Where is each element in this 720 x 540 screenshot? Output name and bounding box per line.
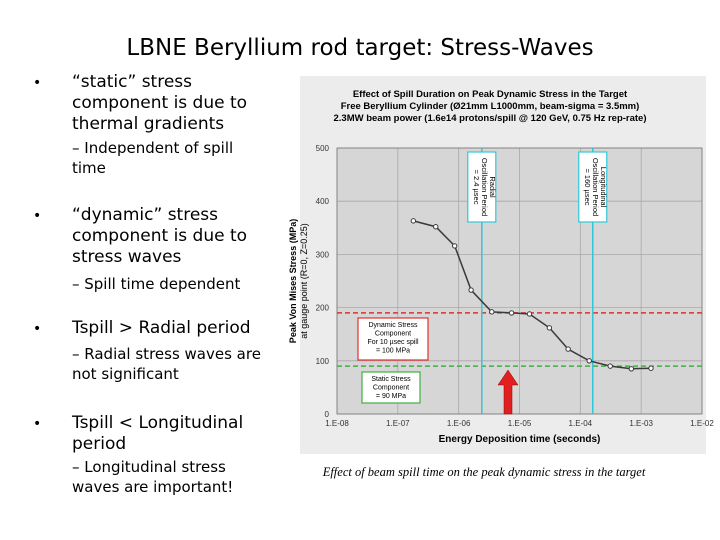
- bullet-text: Tspill < Longitudinal: [71, 413, 243, 433]
- x-tick-label: 1.E-03: [629, 419, 653, 428]
- data-point: [451, 243, 458, 249]
- data-point: [586, 358, 592, 364]
- data-point: [468, 287, 474, 293]
- y-tick-label: 300: [316, 250, 330, 259]
- x-tick-label: 1.E-06: [447, 419, 471, 428]
- label-box: [578, 151, 608, 223]
- sub-bullet-text: – Independent of spill: [72, 139, 233, 157]
- x-tick-label: 1.E-08: [325, 419, 349, 428]
- vertical-line-label: Longitudinal: [599, 167, 608, 208]
- bullet-dot: •: [33, 416, 41, 432]
- chart-title: Free Beryllium Cylinder (Ø21mm L1000mm, …: [341, 101, 640, 112]
- sub-bullet-text: time: [72, 159, 106, 177]
- annotation-text: Component: [375, 331, 411, 338]
- y-tick-label: 0: [325, 410, 330, 419]
- data-point: [565, 346, 571, 352]
- annotation-text: = 100 MPa: [376, 348, 410, 355]
- y-tick-label: 500: [316, 144, 330, 153]
- sub-bullet-text: waves are important!: [72, 478, 233, 496]
- sub-bullet-text: – Radial stress waves are: [72, 345, 261, 363]
- annotation-text: = 90 MPa: [376, 393, 406, 400]
- data-point: [546, 325, 553, 331]
- data-point: [489, 309, 495, 315]
- arrow: [497, 369, 519, 415]
- bullet-dot: •: [33, 75, 41, 91]
- annotation-text: For 10 µsec spill: [367, 339, 419, 346]
- data-point: [607, 363, 613, 369]
- vertical-line-label: Oscillation Period: [480, 158, 489, 216]
- annotation-text: Static Stress: [371, 376, 411, 383]
- slide-title: LBNE Beryllium rod target: Stress-Waves: [126, 35, 593, 61]
- x-tick-label: 1.E-05: [508, 419, 532, 428]
- x-tick-label: 1.E-02: [690, 419, 714, 428]
- bullet-dot: •: [33, 208, 41, 224]
- data-point: [628, 366, 635, 372]
- chart-title: Effect of Spill Duration on Peak Dynamic…: [353, 89, 628, 100]
- chart-title: 2.3MW beam power (1.6e14 protons/spill @…: [333, 113, 646, 124]
- annotation-box: [357, 317, 429, 361]
- y-axis-label: at gauge point (R=0, Z=0.25): [299, 223, 309, 339]
- sub-bullet-text: not significant: [72, 365, 179, 383]
- bullet-text: stress waves: [72, 247, 182, 267]
- data-point: [648, 365, 654, 371]
- bullet-text: component is due to: [72, 226, 247, 246]
- bullet-text: “static” stress: [72, 72, 192, 92]
- data-point: [433, 224, 439, 230]
- x-tick-label: 1.E-04: [569, 419, 593, 428]
- caption: Effect of beam spill time on the peak dy…: [322, 465, 646, 479]
- x-axis-label: Energy Deposition time (seconds): [439, 434, 601, 445]
- x-tick-label: 1.E-07: [386, 419, 410, 428]
- chart: Effect of Spill Duration on Peak Dynamic…: [288, 89, 714, 445]
- annotation-text: Component: [373, 385, 409, 392]
- label-box: [467, 151, 497, 223]
- sub-bullet-text: – Spill time dependent: [72, 275, 241, 293]
- vertical-line-label: Oscillation Period: [591, 158, 600, 216]
- y-tick-label: 400: [316, 197, 330, 206]
- y-tick-label: 200: [316, 304, 330, 313]
- y-tick-label: 100: [316, 357, 330, 366]
- vertical-line-label: Radial: [488, 176, 497, 198]
- data-point: [526, 311, 533, 317]
- bullet-text: period: [72, 434, 126, 454]
- annotation-box: [361, 371, 421, 404]
- sub-bullet-text: – Longitudinal stress: [72, 458, 226, 476]
- data-point: [410, 218, 417, 224]
- plot-border: [336, 147, 703, 415]
- bullet-text: component is due to: [72, 93, 247, 113]
- bullet-text: thermal gradients: [72, 114, 224, 134]
- bullet-dot: •: [33, 321, 41, 337]
- vertical-line-label: = 160 µsec: [583, 168, 592, 205]
- data-point: [508, 310, 515, 316]
- y-axis-label: Peak Von Mises Stress (MPa): [288, 219, 298, 343]
- bullet-text: Tspill > Radial period: [71, 318, 251, 338]
- vertical-line-label: = 2.4 µsec: [472, 170, 481, 205]
- bullet-text: “dynamic” stress: [72, 205, 218, 225]
- annotation-text: Dynamic Stress: [368, 322, 418, 329]
